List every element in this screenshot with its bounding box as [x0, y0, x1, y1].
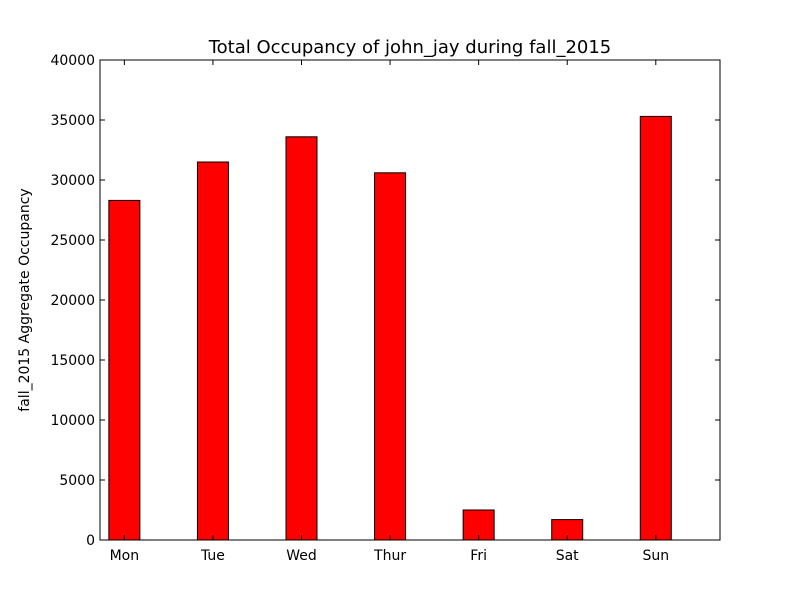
y-tick-label: 10000 [50, 413, 95, 429]
x-tick-label: Wed [286, 548, 317, 564]
x-tick-label: Fri [470, 548, 487, 564]
bars-layer [108, 115, 672, 541]
bar-thur [374, 172, 407, 541]
y-tick-label: 20000 [50, 293, 95, 309]
y-tick-label: 15000 [50, 353, 95, 369]
y-tick-label: 25000 [50, 233, 95, 249]
x-tick-label: Tue [200, 548, 225, 564]
y-tick-label: 40000 [50, 53, 95, 69]
y-tick-label: 5000 [59, 473, 95, 489]
bar-mon [108, 199, 141, 541]
ticks-layer: Mon Tue Wed Thur Fri Sat Sun 0 5000 10000 15000 200… [50, 53, 720, 564]
y-tick-label: 0 [86, 533, 95, 549]
x-tick-label: Mon [110, 548, 140, 564]
y-tick-label: 35000 [50, 113, 95, 129]
x-tick-label: Thur [373, 548, 406, 564]
y-tick-label: 30000 [50, 173, 95, 189]
y-axis-label: fall_2015 Aggregate Occupancy [17, 188, 33, 411]
chart-title: Total Occupancy of john_jay during fall_… [208, 37, 612, 58]
plot-frame [99, 59, 721, 541]
bar-tue [196, 161, 229, 541]
bar-sun [639, 115, 672, 541]
bar-wed [285, 136, 318, 541]
x-tick-label: Sat [556, 548, 579, 564]
x-tick-label: Sun [642, 548, 669, 564]
